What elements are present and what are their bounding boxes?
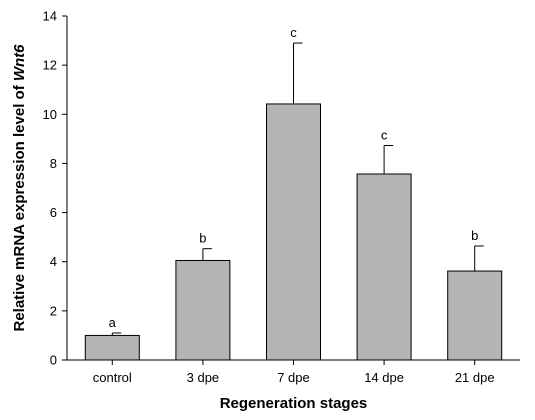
x-tick-label: 3 dpe xyxy=(187,370,220,385)
x-axis-title: Regeneration stages xyxy=(220,395,368,412)
significance-letter: c xyxy=(290,25,297,40)
x-tick-label: control xyxy=(93,370,132,385)
bar-7-dpe xyxy=(266,103,321,361)
error-bars-group xyxy=(111,42,484,336)
bars-group xyxy=(84,103,503,361)
x-axis-ticks: control 3 dpe 7 dpe 14 dpe 21 dpe xyxy=(93,360,495,385)
y-tick-label: 8 xyxy=(50,156,57,171)
y-axis-title-prefix: Relative mRNA expression level of xyxy=(11,81,28,331)
bar-14-dpe xyxy=(356,173,412,361)
y-tick-label: 2 xyxy=(50,303,57,318)
y-axis-ticks: 0 2 4 6 8 10 12 14 xyxy=(43,9,67,368)
y-tick-label: 12 xyxy=(43,58,57,73)
y-tick-label: 4 xyxy=(50,254,57,269)
significance-letters-group: a b c c b xyxy=(109,25,479,330)
y-tick-label: 0 xyxy=(50,353,57,368)
significance-letter: b xyxy=(471,228,478,243)
y-tick-label: 6 xyxy=(50,205,57,220)
bar-21-dpe xyxy=(447,270,503,361)
significance-letter: a xyxy=(109,315,117,330)
x-tick-label: 14 dpe xyxy=(364,370,404,385)
bar-3-dpe xyxy=(175,259,231,361)
significance-letter: c xyxy=(381,127,388,142)
y-axis-title: Relative mRNA expression level of Wnt6 xyxy=(11,44,28,332)
y-tick-label: 10 xyxy=(43,107,57,122)
significance-letter: b xyxy=(199,231,206,246)
y-axis-title-gene: Wnt6 xyxy=(11,44,28,81)
x-tick-label: 7 dpe xyxy=(277,370,310,385)
x-tick-label: 21 dpe xyxy=(455,370,495,385)
bar-control xyxy=(84,334,140,361)
y-tick-label: 14 xyxy=(43,9,57,24)
